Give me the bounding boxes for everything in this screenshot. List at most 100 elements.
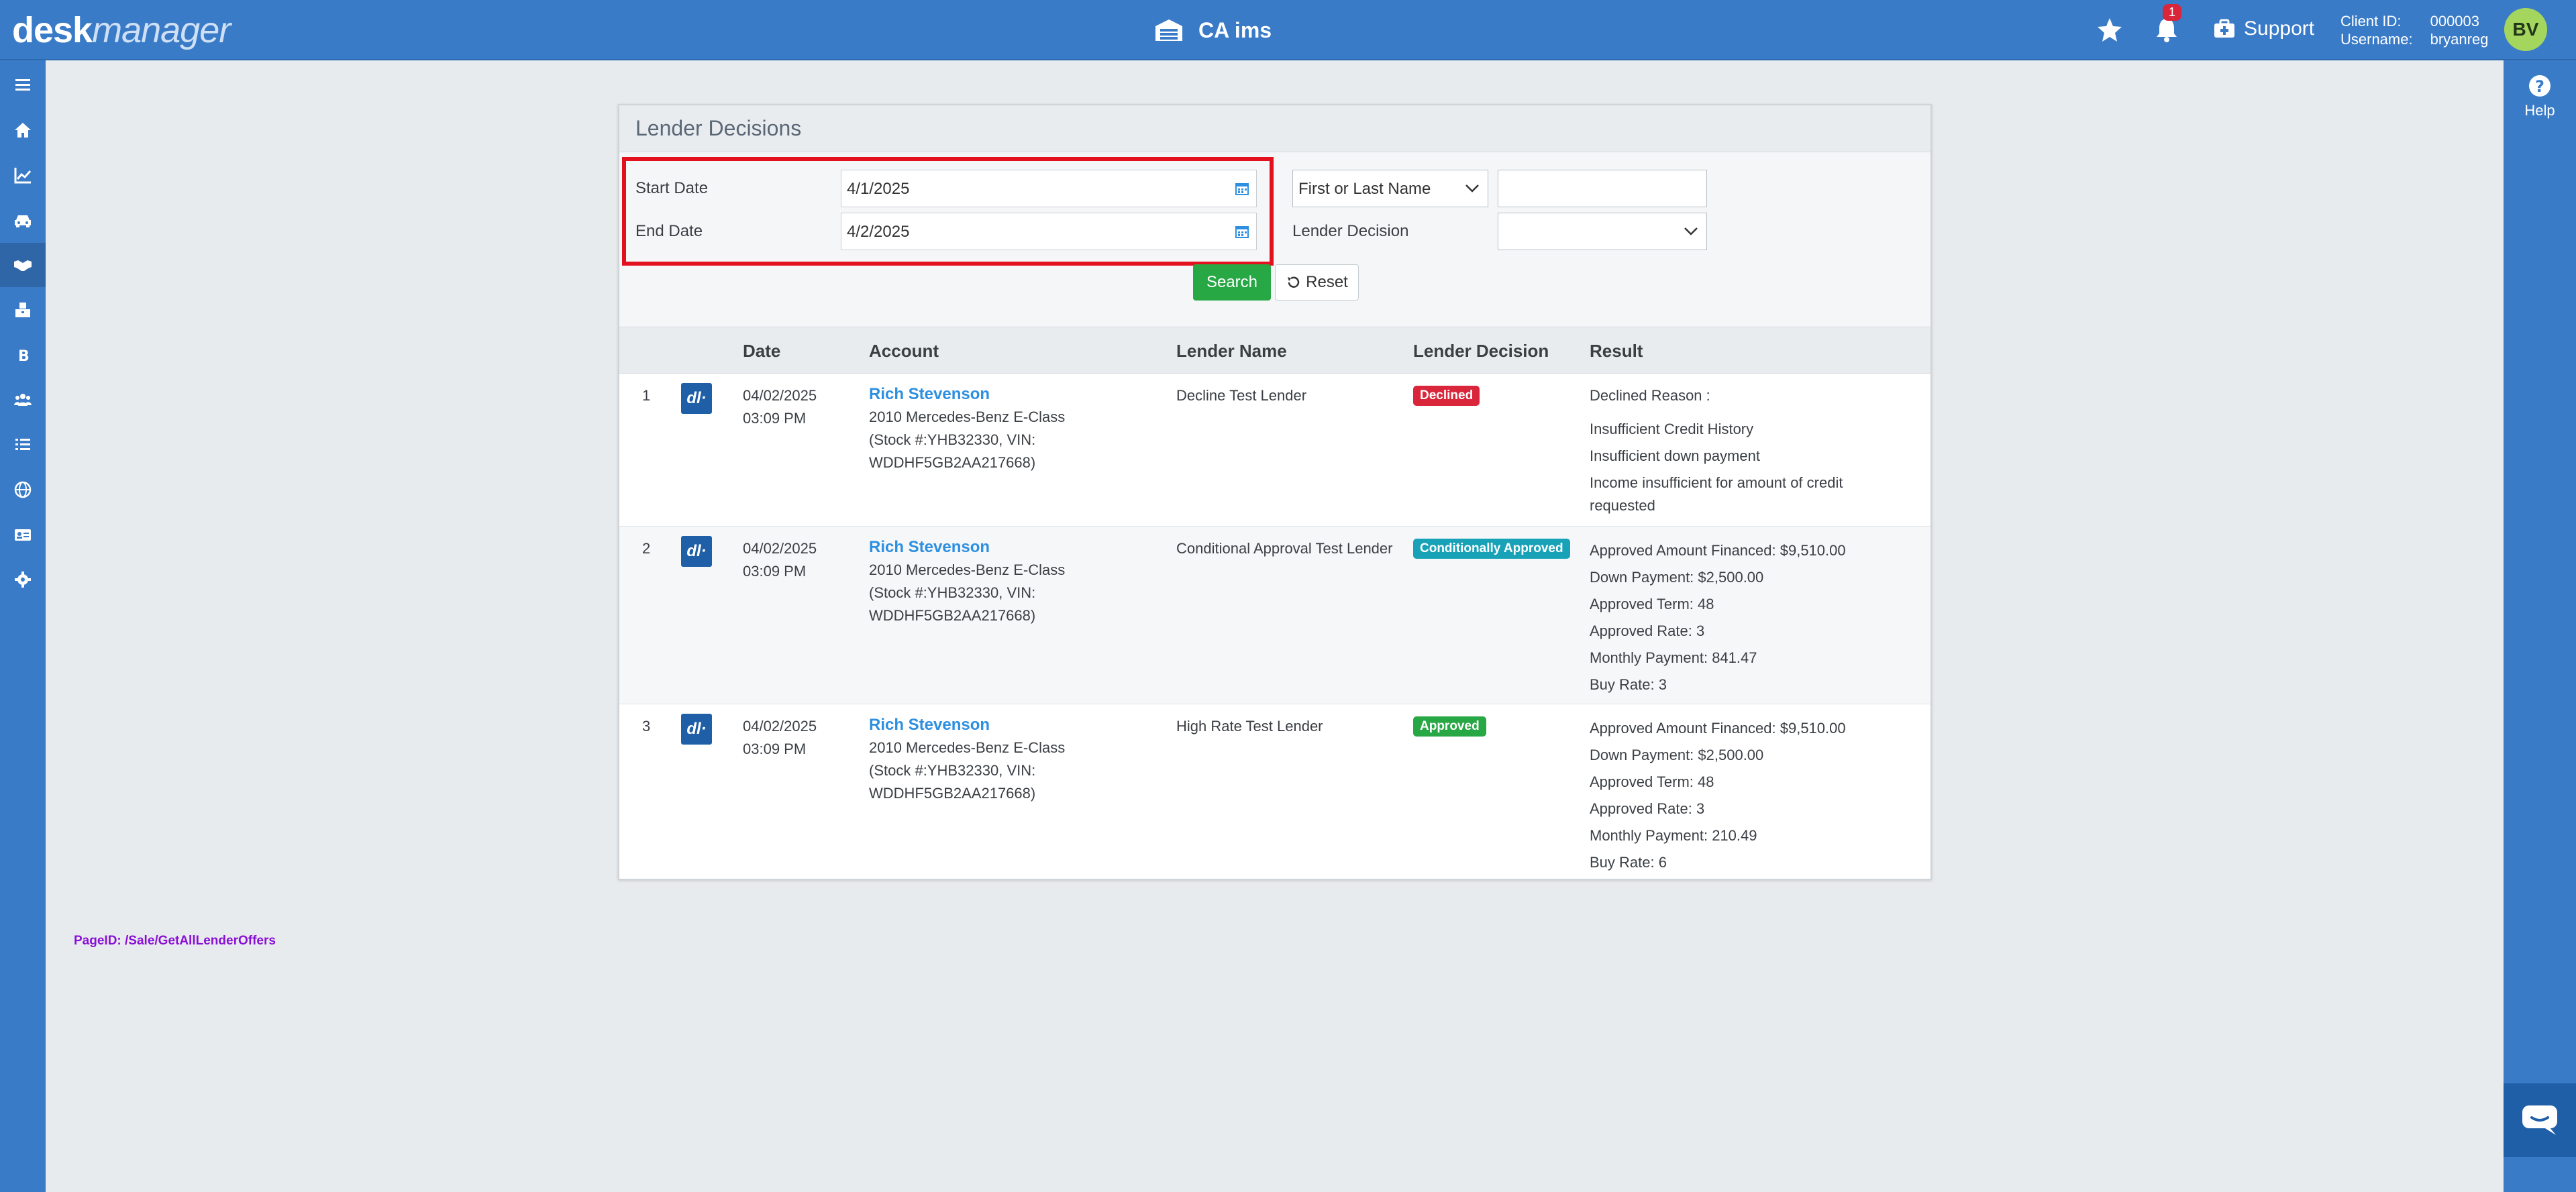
star-icon[interactable] <box>2096 16 2123 43</box>
column-header-lender-decision[interactable]: Lender Decision <box>1413 341 1549 361</box>
start-date-input[interactable]: 4/1/2025 <box>841 170 1257 207</box>
garage-icon <box>1155 19 1182 41</box>
result-line: Approved Term: 48 <box>1590 596 1714 612</box>
date-range-highlight <box>622 157 1274 266</box>
sidebar-item-b[interactable]: B <box>0 333 46 377</box>
chat-bubble-icon <box>2522 1105 2557 1135</box>
column-header-date[interactable]: Date <box>743 341 781 361</box>
dealer-logo-icon[interactable]: dl· <box>681 714 712 745</box>
row-account: Rich Stevenson 2010 Mercedes-Benz E-Clas… <box>869 383 1065 474</box>
username-label: Username: <box>2340 31 2413 48</box>
globe-icon <box>14 481 32 498</box>
id-card-icon <box>15 529 31 541</box>
result-line: Down Payment: $2,500.00 <box>1590 569 1764 586</box>
logo-desk-text: desk <box>12 10 93 50</box>
column-header-result[interactable]: Result <box>1590 341 1643 361</box>
lender-decisions-panel: Lender Decisions Start Date 4/1/2025 End… <box>618 104 1932 880</box>
help-label: Help <box>2524 102 2555 119</box>
user-avatar[interactable]: BV <box>2504 8 2547 51</box>
sidebar-item-deals[interactable] <box>0 243 46 287</box>
row-number: 2 <box>642 540 651 557</box>
sidebar-item-inventory[interactable] <box>0 288 46 332</box>
vehicle-desc: 2010 Mercedes-Benz E-Class <box>869 409 1066 425</box>
result-line: Approved Amount Financed: $9,510.00 <box>1590 542 1846 559</box>
account-name-link[interactable]: Rich Stevenson <box>869 385 990 403</box>
status-badge: Declined <box>1413 386 1480 406</box>
bold-b-icon: B <box>18 348 30 364</box>
table-header: Date Account Lender Name Lender Decision… <box>619 327 1930 374</box>
row-time-value: 03:09 PM <box>743 563 807 580</box>
sidebar-item-settings[interactable] <box>0 557 46 602</box>
home-icon <box>15 123 31 138</box>
lender-name: High Rate Test Lender <box>1176 718 1323 735</box>
column-header-lender-name[interactable]: Lender Name <box>1176 341 1287 361</box>
result-line: Buy Rate: 3 <box>1590 676 1667 693</box>
sidebar-item-web[interactable] <box>0 468 46 512</box>
users-icon <box>14 394 32 406</box>
result-line: Buy Rate: 6 <box>1590 854 1667 871</box>
name-type-value: First or Last Name <box>1298 180 1431 198</box>
start-date-label: Start Date <box>635 179 709 197</box>
name-type-select[interactable]: First or Last Name <box>1292 170 1488 207</box>
question-circle-icon: ? <box>2529 75 2551 97</box>
app-title-text: CA ims <box>1198 17 1272 42</box>
end-date-input[interactable]: 4/2/2025 <box>841 213 1257 250</box>
checklist-icon <box>15 439 30 450</box>
client-id-value: 000003 <box>2430 13 2480 30</box>
result-details: Declined Reason : Insufficient Credit Hi… <box>1590 384 1843 517</box>
account-name-link[interactable]: Rich Stevenson <box>869 716 990 734</box>
sidebar-item-vehicles[interactable] <box>0 198 46 242</box>
result-details: Approved Amount Financed: $9,510.00 Down… <box>1590 715 1846 876</box>
car-icon <box>15 215 31 227</box>
row-time-value: 03:09 PM <box>743 410 807 427</box>
lender-decision-select[interactable] <box>1498 213 1707 250</box>
chat-widget-button[interactable] <box>2504 1083 2576 1157</box>
svg-text:?: ? <box>2535 77 2544 96</box>
sidebar-item-menu[interactable] <box>0 63 46 107</box>
column-header-account[interactable]: Account <box>869 341 939 361</box>
row-date-value: 04/02/2025 <box>743 387 817 404</box>
stock-info: (Stock #:YHB32330, VIN: <box>869 431 1036 448</box>
page-id-label: PageID: /Sale/GetAllLenderOffers <box>74 934 276 948</box>
logo-manager-text: manager <box>92 10 231 50</box>
bell-icon[interactable] <box>2153 16 2180 43</box>
calendar-icon[interactable] <box>1235 224 1249 239</box>
sidebar-item-users[interactable] <box>0 378 46 422</box>
sidebar-item-reports[interactable] <box>0 153 46 197</box>
dealer-logo-icon[interactable]: dl· <box>681 383 712 414</box>
support-link[interactable]: Support <box>2213 17 2314 40</box>
row-date-value: 04/02/2025 <box>743 718 817 735</box>
search-button[interactable]: Search <box>1193 264 1271 301</box>
end-date-label: End Date <box>635 222 703 240</box>
result-line: Insufficient down payment <box>1590 447 1760 464</box>
result-line: Approved Rate: 3 <box>1590 622 1705 639</box>
app-logo[interactable]: deskmanager <box>12 9 231 51</box>
result-line: Down Payment: $2,500.00 <box>1590 747 1764 763</box>
result-details: Approved Amount Financed: $9,510.00 Down… <box>1590 537 1846 698</box>
result-line: Approved Rate: 3 <box>1590 800 1705 817</box>
row-account: Rich Stevenson 2010 Mercedes-Benz E-Clas… <box>869 536 1065 627</box>
vin-info: WDDHF5GB2AA217668) <box>869 454 1036 471</box>
left-sidebar: B <box>0 60 46 1192</box>
sidebar-item-tasks[interactable] <box>0 423 46 467</box>
sidebar-item-home[interactable] <box>0 108 46 152</box>
gear-icon <box>15 572 31 588</box>
status-badge: Conditionally Approved <box>1413 539 1570 559</box>
top-header: deskmanager CA ims 1 Support Client ID: … <box>0 0 2576 60</box>
row-date: 04/02/2025 03:09 PM <box>743 537 817 583</box>
row-number: 1 <box>642 387 651 404</box>
dealer-logo-icon[interactable]: dl· <box>681 536 712 567</box>
name-search-input[interactable] <box>1498 170 1707 207</box>
calendar-icon[interactable] <box>1235 181 1249 196</box>
lender-name: Decline Test Lender <box>1176 387 1307 404</box>
table-row: 2 dl· 04/02/2025 03:09 PM Rich Stevenson… <box>619 527 1930 704</box>
help-button[interactable]: ? Help <box>2504 74 2576 119</box>
vin-info: WDDHF5GB2AA217668) <box>869 607 1036 624</box>
result-line: Insufficient Credit History <box>1590 421 1754 437</box>
stock-info: (Stock #:YHB32330, VIN: <box>869 584 1036 601</box>
account-name-link[interactable]: Rich Stevenson <box>869 538 990 556</box>
reset-button[interactable]: Reset <box>1275 264 1359 301</box>
sidebar-item-contacts[interactable] <box>0 512 46 557</box>
support-label: Support <box>2244 17 2315 40</box>
undo-icon <box>1288 276 1300 288</box>
